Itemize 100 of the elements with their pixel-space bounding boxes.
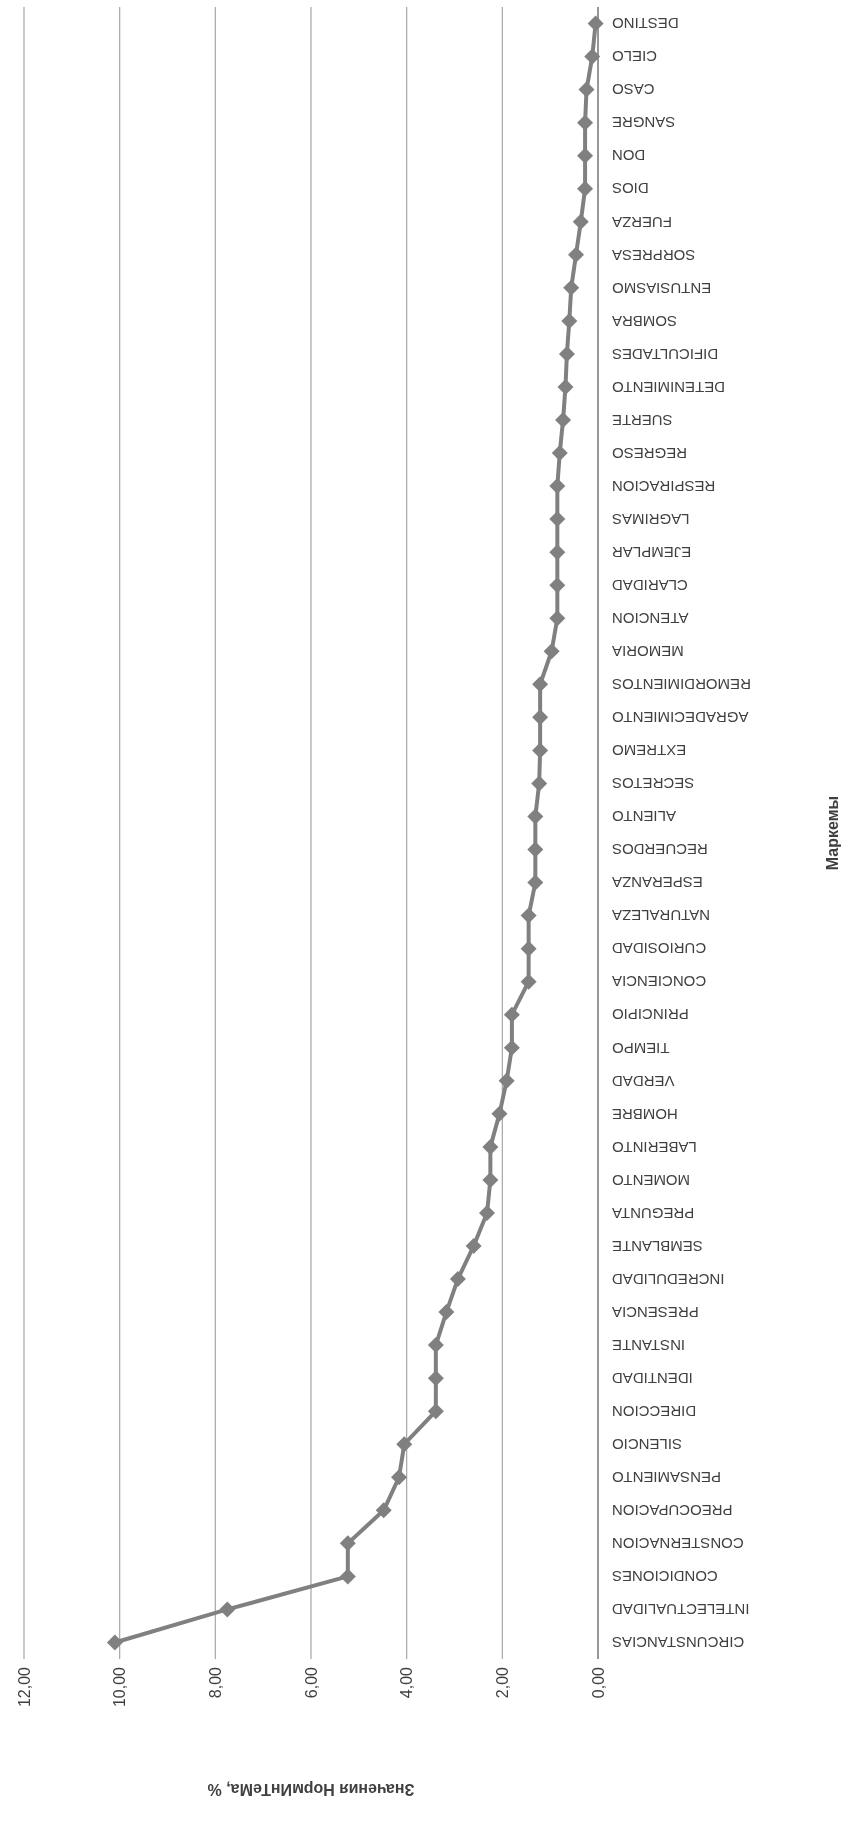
point	[339, 1568, 356, 1585]
y-tick-label: RECUERDOS	[612, 841, 708, 859]
point	[577, 147, 594, 164]
point	[531, 775, 548, 792]
y-axis-title: Маркемы	[824, 795, 841, 871]
y-tick-label: INCREDULIDAD	[611, 1270, 725, 1288]
point	[587, 15, 604, 32]
x-tick-label: 6,00	[302, 1666, 320, 1699]
x-tick-label: 8,00	[206, 1666, 224, 1699]
y-tick-label: RESPIRACION	[612, 477, 716, 495]
point	[479, 1204, 496, 1221]
y-tick-label: INTELECTUALIDAD	[611, 1601, 750, 1619]
y-tick-label: EXTREMO	[612, 742, 687, 760]
y-tick-label: DETENIMIENTO	[612, 378, 726, 396]
point	[532, 742, 549, 759]
y-tick-label: CIRCUNSTANCIAS	[612, 1634, 745, 1652]
point	[491, 1105, 508, 1122]
point	[482, 1138, 499, 1155]
point	[572, 213, 589, 230]
y-tick-label: SUERTE	[612, 411, 673, 429]
y-tick-label: CASO	[612, 81, 655, 99]
y-tick-label: CONSTERNACION	[612, 1535, 744, 1553]
y-tick-label: SECRETOS	[612, 775, 695, 793]
y-tick-label: ESPERANZA	[612, 874, 703, 892]
point	[557, 378, 574, 395]
x-tick-label: 0,00	[589, 1666, 607, 1699]
point	[520, 940, 537, 957]
point	[106, 1634, 123, 1651]
point	[527, 841, 544, 858]
point	[551, 445, 568, 462]
point	[549, 610, 566, 627]
point	[577, 180, 594, 197]
y-tick-label: REMORDIMIENTOS	[612, 676, 751, 694]
y-tick-label: IDENTIDAD	[611, 1369, 693, 1387]
y-tick-label: PREOCUPACION	[612, 1502, 733, 1520]
point	[449, 1271, 466, 1288]
y-tick-label: SILENCIO	[612, 1435, 683, 1453]
point	[498, 1072, 515, 1089]
point	[520, 907, 537, 924]
x-tick-label: 12,00	[15, 1666, 33, 1708]
y-tick-label: HOMBRE	[612, 1105, 678, 1123]
y-tick-label: CLARIDAD	[611, 576, 688, 594]
y-tick-label: PRESENCIA	[612, 1303, 699, 1321]
point	[568, 246, 584, 263]
point	[482, 1171, 499, 1188]
y-tick-label: SANGRE	[612, 114, 676, 132]
y-tick-label: INSTANTE	[612, 1336, 686, 1354]
point	[555, 412, 572, 428]
y-tick-label: SOMBRA	[612, 312, 678, 330]
y-tick-label: LABERINTO	[612, 1138, 697, 1156]
point	[427, 1337, 444, 1354]
point	[520, 973, 537, 990]
y-tick-label: EJEMPLAR	[611, 543, 692, 561]
y-tick-label: DIRECCION	[612, 1402, 697, 1420]
x-axis-title: Значения НормИнТеМа, %	[207, 1781, 415, 1798]
y-tick-label: CURIOSIDAD	[611, 940, 707, 958]
y-tick-label: TIEMPO	[612, 1039, 670, 1057]
y-tick-label: DIFICULTADES	[612, 345, 719, 363]
y-tick-label: DON	[612, 147, 646, 165]
point	[584, 48, 601, 65]
point	[396, 1436, 413, 1453]
y-tick-label: DESTINO	[612, 15, 679, 33]
x-tick-label: 2,00	[493, 1666, 511, 1699]
y-tick-label: SORPRESA	[612, 246, 696, 264]
point	[558, 345, 575, 362]
point	[549, 511, 566, 528]
y-tick-label: NATURALEZA	[612, 907, 711, 925]
y-tick-label: PRINCIPIO	[612, 1006, 689, 1024]
x-tick-label: 4,00	[398, 1666, 416, 1699]
point	[577, 114, 594, 131]
point	[549, 544, 566, 561]
y-tick-label: MOMENTO	[612, 1171, 691, 1189]
point	[578, 81, 595, 98]
point	[532, 709, 549, 726]
point	[391, 1469, 408, 1486]
point	[427, 1403, 444, 1420]
point	[465, 1238, 482, 1254]
y-tick-label: PENSAMIENTO	[612, 1469, 721, 1487]
point	[527, 808, 544, 825]
y-tick-label: CONDICIONES	[612, 1568, 718, 1586]
y-tick-label: PREGUNTA	[612, 1204, 695, 1222]
y-tick-label: LAGRIMAS	[612, 510, 690, 528]
y-tick-label: ENTUSIASMO	[612, 279, 712, 297]
y-tick-label: CONCIENCIA	[612, 973, 707, 991]
point	[527, 874, 544, 891]
y-tick-label: ALIENTO	[612, 808, 676, 826]
point	[503, 1039, 520, 1056]
point	[438, 1304, 455, 1321]
y-tick-label: FUERZA	[612, 213, 672, 231]
point	[219, 1601, 236, 1618]
point	[543, 643, 560, 660]
y-tick-label: ATENCION	[612, 609, 689, 627]
y-tick-label: AGRADECIMIENTO	[612, 709, 749, 727]
point	[375, 1502, 392, 1519]
point	[561, 312, 578, 329]
point	[427, 1370, 444, 1387]
point	[549, 478, 566, 495]
y-tick-label: MEMORIA	[612, 643, 684, 661]
point	[532, 676, 549, 693]
y-tick-label: VERDAD	[611, 1072, 675, 1090]
